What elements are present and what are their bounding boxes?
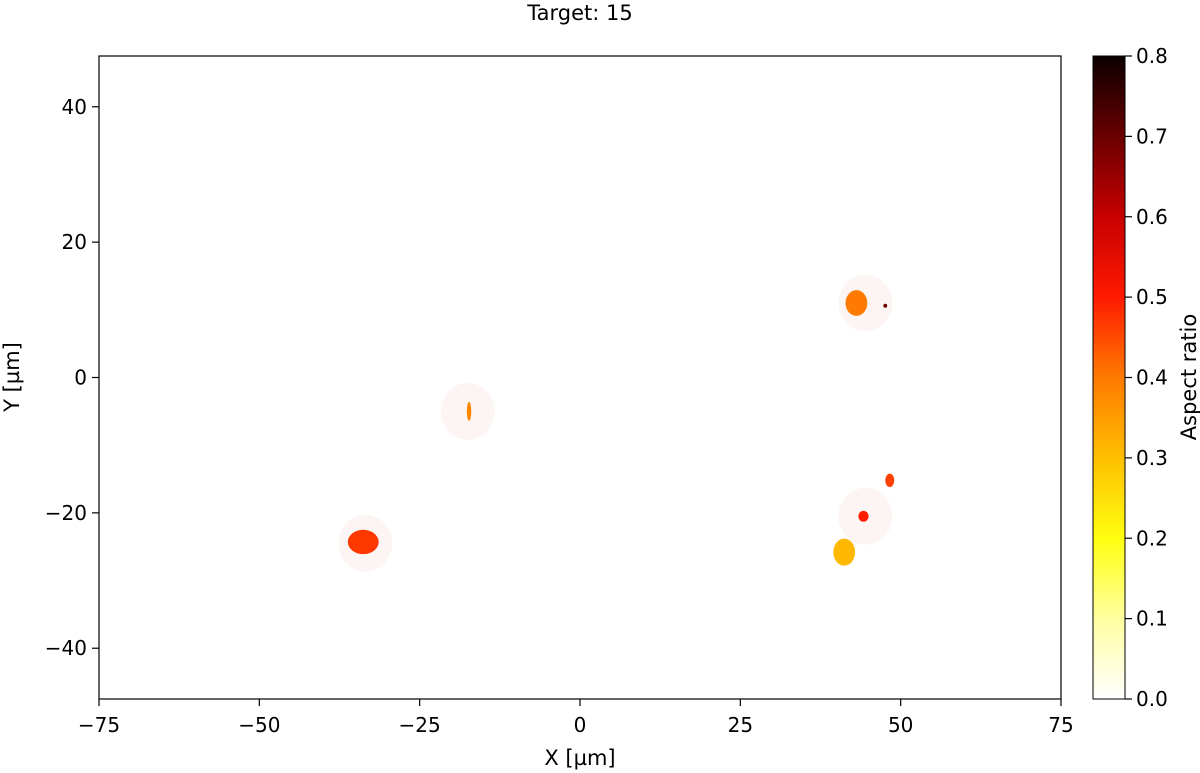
- particle: [885, 473, 895, 488]
- colorbar-tick-label: 0.5: [1136, 285, 1168, 309]
- colorbar-tick-label: 0.4: [1136, 366, 1168, 390]
- y-tick-label: −40: [45, 636, 87, 660]
- plot-area: [99, 56, 1061, 699]
- colorbar-tick-label: 0.8: [1136, 44, 1168, 68]
- y-tick-label: 0: [74, 366, 87, 390]
- y-tick-label: 40: [62, 95, 87, 119]
- x-axis-label: X [µm]: [544, 746, 615, 770]
- colorbar-tick-label: 0.6: [1136, 205, 1168, 229]
- chart-title: Target: 15: [526, 1, 632, 25]
- x-tick-label: 0: [574, 713, 587, 737]
- y-tick-label: −20: [45, 501, 87, 525]
- colorbar-tick-label: 0.0: [1136, 687, 1168, 711]
- x-tick-label: −25: [399, 713, 441, 737]
- x-tick-label: −75: [78, 713, 120, 737]
- particle: [858, 510, 869, 522]
- x-tick-label: −50: [238, 713, 280, 737]
- x-tick-label: 75: [1048, 713, 1073, 737]
- colorbar-tick-label: 0.7: [1136, 124, 1168, 148]
- particle: [845, 290, 868, 316]
- colorbar-tick-label: 0.2: [1136, 526, 1168, 550]
- y-axis: −40 −20 0 20 40: [45, 95, 99, 660]
- y-axis-label: Y [µm]: [0, 342, 24, 413]
- particle: [347, 529, 379, 555]
- y-tick-label: 20: [62, 230, 87, 254]
- particle: [833, 538, 856, 566]
- x-axis: −75 −50 −25 0 25 50 75: [78, 699, 1074, 737]
- colorbar-tick-label: 0.1: [1136, 607, 1168, 631]
- colorbar: [1092, 55, 1126, 700]
- particle: [466, 401, 472, 421]
- particle: [883, 303, 888, 308]
- colorbar-axis: 0.0 0.1 0.2 0.3 0.4 0.5 0.6 0.7 0.8: [1125, 44, 1168, 711]
- colorbar-label: Aspect ratio: [1177, 314, 1200, 440]
- colorbar-tick-label: 0.3: [1136, 446, 1168, 470]
- x-tick-label: 25: [728, 713, 753, 737]
- x-tick-label: 50: [888, 713, 913, 737]
- plot-marks: [338, 274, 895, 572]
